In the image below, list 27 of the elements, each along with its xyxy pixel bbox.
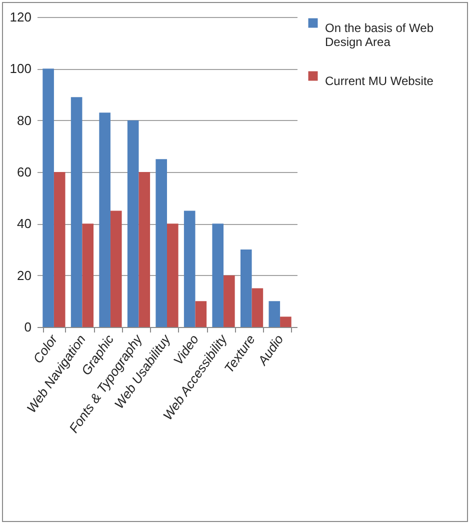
y-tick-label: 0 bbox=[24, 320, 32, 334]
y-tick-label: 40 bbox=[17, 216, 32, 232]
bar bbox=[99, 112, 110, 327]
bar bbox=[184, 210, 196, 327]
bar bbox=[156, 159, 167, 327]
y-tick-label: 80 bbox=[17, 112, 32, 128]
legend-label: Current MU Website bbox=[325, 74, 434, 88]
bar bbox=[167, 224, 178, 327]
bar bbox=[110, 210, 122, 327]
legend-label: On the basis of Web Design Area bbox=[325, 21, 434, 49]
bar bbox=[127, 120, 139, 327]
bar bbox=[70, 97, 82, 327]
bar bbox=[82, 224, 94, 327]
bar bbox=[268, 301, 280, 327]
y-tick-label: 60 bbox=[17, 164, 32, 180]
y-tick-label: 100 bbox=[10, 61, 32, 76]
y-tick-label: 20 bbox=[17, 268, 32, 283]
bar bbox=[54, 172, 66, 327]
bar bbox=[224, 275, 235, 327]
bar bbox=[195, 301, 207, 327]
bar bbox=[280, 316, 292, 327]
bar bbox=[240, 250, 252, 327]
bar bbox=[138, 172, 150, 327]
bar bbox=[212, 224, 224, 327]
y-tick-label: 120 bbox=[10, 10, 32, 24]
bar bbox=[42, 68, 54, 327]
bar bbox=[252, 288, 264, 327]
